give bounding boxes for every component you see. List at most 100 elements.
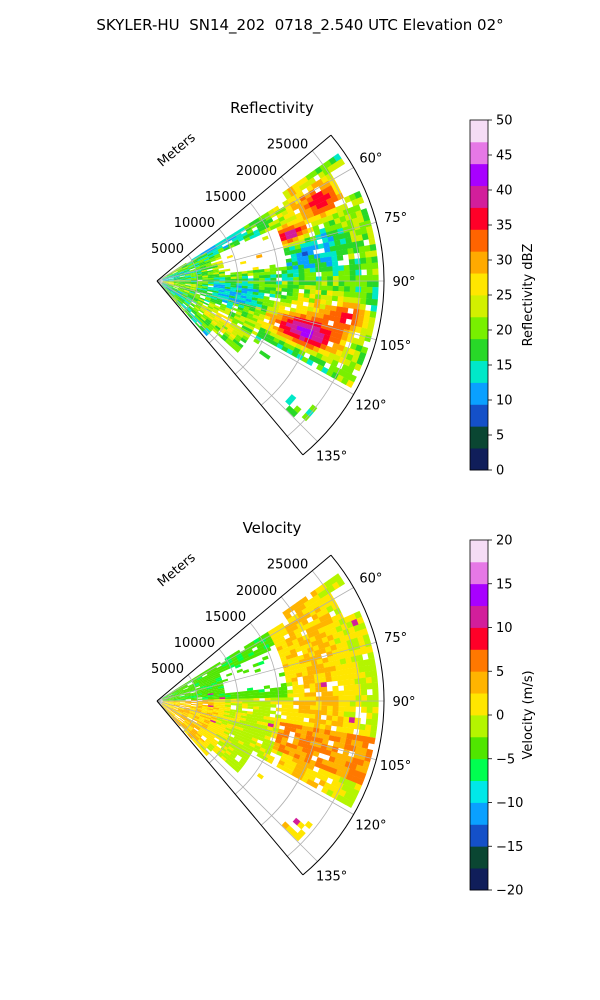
velocity-gate xyxy=(291,602,300,611)
reflectivity-gate xyxy=(201,304,208,309)
reflectivity-gate xyxy=(330,207,338,215)
velocity-gate xyxy=(290,634,298,642)
velocity-gate xyxy=(173,696,180,699)
velocity-gate xyxy=(213,697,220,700)
reflectivity-gate xyxy=(210,298,217,302)
reflectivity-gate xyxy=(212,328,219,335)
reflectivity-gate xyxy=(327,281,334,287)
velocity-gate xyxy=(195,673,202,679)
velocity-gate xyxy=(326,634,335,642)
reflectivity-gate xyxy=(224,284,231,288)
velocity-gate xyxy=(297,684,305,690)
velocity-gate xyxy=(172,691,179,695)
velocity-gate xyxy=(246,747,254,754)
velocity-gate xyxy=(264,707,271,711)
reflectivity-gate xyxy=(321,187,329,196)
velocity-gate xyxy=(217,730,224,735)
reflectivity-gate xyxy=(355,281,362,287)
velocity-gate xyxy=(308,674,315,680)
velocity-gate xyxy=(327,655,335,663)
velocity-gate xyxy=(219,706,226,709)
velocity-colorbar-tick-label: −20 xyxy=(496,884,523,899)
velocity-gate xyxy=(288,764,296,772)
velocity-gate xyxy=(301,747,309,754)
reflectivity-gate xyxy=(229,311,236,316)
velocity-gate xyxy=(172,708,178,712)
velocity-gate xyxy=(307,631,315,639)
velocity-gate xyxy=(247,745,255,751)
velocity-gate xyxy=(321,786,329,795)
velocity-gate xyxy=(199,684,206,688)
reflectivity-gate xyxy=(172,272,179,275)
reflectivity-gate xyxy=(167,285,174,289)
velocity-gate xyxy=(353,672,361,680)
reflectivity-gate xyxy=(326,295,333,301)
velocity-gate xyxy=(231,751,238,757)
velocity-gate xyxy=(257,646,265,653)
reflectivity-gate xyxy=(178,299,184,304)
velocity-gate xyxy=(329,665,337,672)
reflectivity-gate xyxy=(264,281,271,285)
velocity-gate xyxy=(243,752,251,759)
velocity-gate xyxy=(318,667,326,674)
reflectivity-gate xyxy=(177,300,183,306)
velocity-gate xyxy=(231,727,238,732)
velocity-gate xyxy=(369,731,377,739)
reflectivity-gate xyxy=(256,223,264,230)
reflectivity-gate xyxy=(304,285,311,290)
velocity-gate xyxy=(257,718,264,723)
velocity-gate xyxy=(302,721,310,727)
reflectivity-gate xyxy=(342,301,350,309)
reflectivity-gate xyxy=(207,289,214,293)
velocity-gate xyxy=(258,709,265,714)
reflectivity-gate xyxy=(361,233,369,241)
reflectivity-gate xyxy=(242,281,249,284)
velocity-gate xyxy=(254,729,261,734)
reflectivity-gate xyxy=(178,286,185,289)
velocity-gate xyxy=(260,744,268,750)
velocity-gate xyxy=(267,743,274,749)
velocity-gate xyxy=(253,695,260,699)
velocity-gate xyxy=(304,657,312,664)
reflectivity-gate xyxy=(319,211,328,219)
velocity-gate xyxy=(170,711,176,716)
reflectivity-gate xyxy=(300,309,308,316)
velocity-gate xyxy=(200,713,207,717)
reflectivity-colorbar-tick-label: 0 xyxy=(496,464,504,479)
reflectivity-gate xyxy=(201,269,208,273)
reflectivity-gate xyxy=(326,266,333,272)
reflectivity-gate xyxy=(242,308,250,313)
velocity-gate xyxy=(343,743,351,751)
reflectivity-gate xyxy=(319,303,326,310)
reflectivity-gate xyxy=(165,287,171,292)
velocity-gate xyxy=(223,714,230,718)
reflectivity-gate xyxy=(241,325,249,331)
velocity-gate xyxy=(219,748,226,755)
velocity-gate xyxy=(298,640,306,647)
velocity-gate xyxy=(229,744,236,750)
reflectivity-gate xyxy=(223,323,230,329)
velocity-gate xyxy=(173,698,180,700)
reflectivity-gate xyxy=(200,316,207,322)
reflectivity-gate xyxy=(241,288,248,292)
reflectivity-azimuth-tick-label: 120° xyxy=(355,399,386,414)
reflectivity-gate xyxy=(267,303,275,308)
velocity-gate xyxy=(162,701,169,703)
reflectivity-gate xyxy=(221,324,229,331)
velocity-gate xyxy=(276,701,283,705)
reflectivity-gate xyxy=(257,226,265,233)
reflectivity-gate xyxy=(279,336,287,343)
velocity-gate xyxy=(219,693,226,696)
reflectivity-gate xyxy=(214,253,221,258)
reflectivity-gate xyxy=(178,272,185,275)
reflectivity-gate xyxy=(178,287,185,291)
velocity-gate xyxy=(300,644,308,651)
reflectivity-gate xyxy=(253,286,260,290)
velocity-gate xyxy=(309,709,316,715)
velocity-gate xyxy=(225,750,232,756)
velocity-gate xyxy=(173,697,180,699)
reflectivity-gate xyxy=(337,210,345,218)
velocity-gate xyxy=(292,693,300,698)
reflectivity-gate xyxy=(326,214,335,222)
velocity-gate xyxy=(225,701,232,704)
